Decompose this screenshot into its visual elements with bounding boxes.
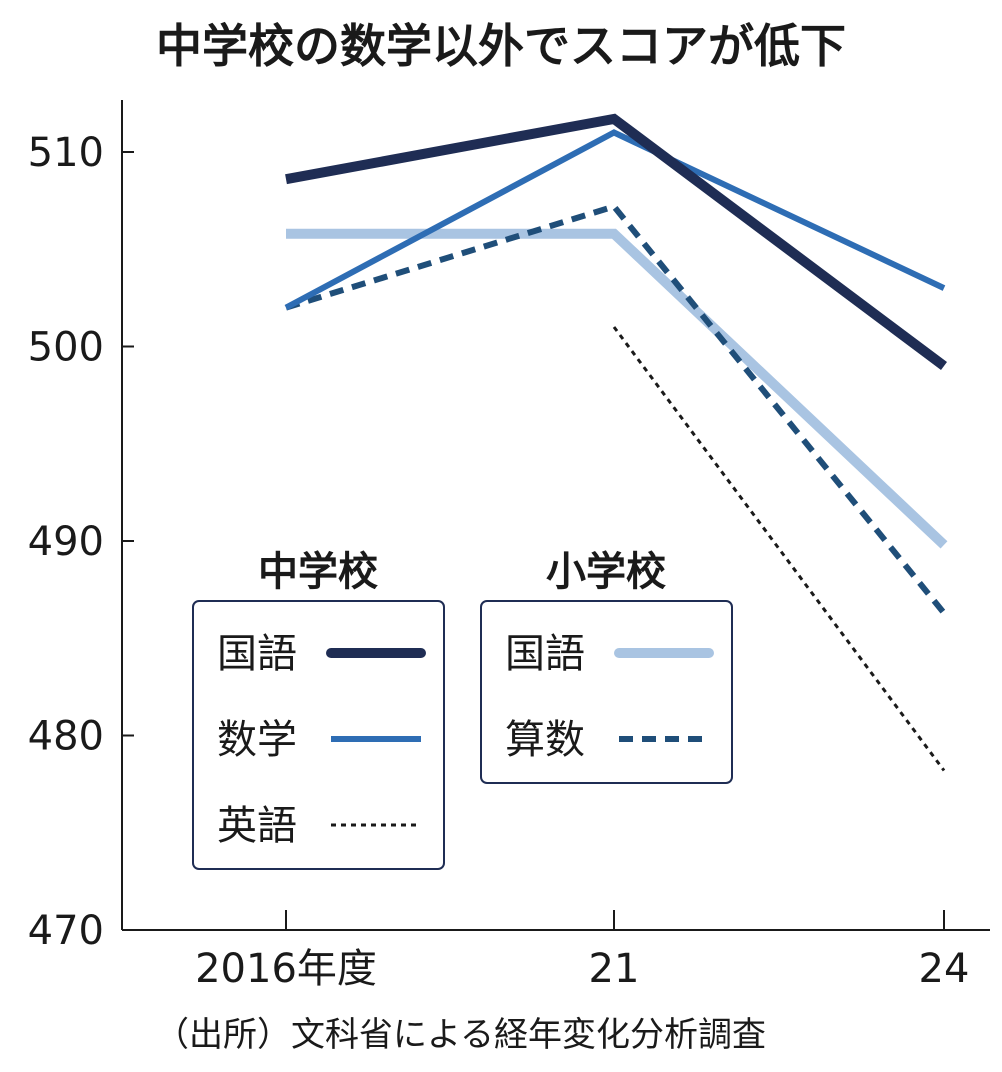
y-tick-label: 490 bbox=[28, 519, 104, 565]
axes: 470 480 490 500 510 2016年度 21 24 bbox=[28, 100, 990, 992]
legend-label: 国語 bbox=[217, 631, 297, 677]
series-line-中学校-英語 bbox=[612, 326, 946, 772]
source-note: （出所）文科省による経年変化分析調査 bbox=[155, 1015, 766, 1055]
legend-box bbox=[192, 600, 445, 870]
series-line-小学校-国語 bbox=[286, 228, 948, 549]
y-tick-label: 510 bbox=[28, 130, 104, 176]
series-line-中学校-数学 bbox=[284, 129, 946, 311]
x-tick-label: 2016年度 bbox=[195, 946, 377, 992]
series-layer bbox=[284, 113, 948, 772]
x-tick-label: 24 bbox=[919, 946, 970, 992]
series-line-小学校-算数 bbox=[285, 203, 947, 615]
series-line-中学校-国語 bbox=[285, 113, 947, 371]
legend-label: 国語 bbox=[505, 631, 585, 677]
legend-group-title: 小学校 bbox=[546, 549, 666, 595]
legend-label: 算数 bbox=[505, 717, 585, 763]
chart-title: 中学校の数学以外でスコアが低下 bbox=[156, 19, 846, 73]
y-tick-label: 470 bbox=[28, 908, 104, 954]
legend-group-title: 中学校 bbox=[258, 549, 378, 595]
y-tick-label: 480 bbox=[28, 714, 104, 760]
x-tick-label: 21 bbox=[589, 946, 640, 992]
legend-label: 英語 bbox=[217, 803, 297, 849]
y-tick-label: 500 bbox=[28, 325, 104, 371]
legend-label: 数学 bbox=[217, 717, 297, 763]
